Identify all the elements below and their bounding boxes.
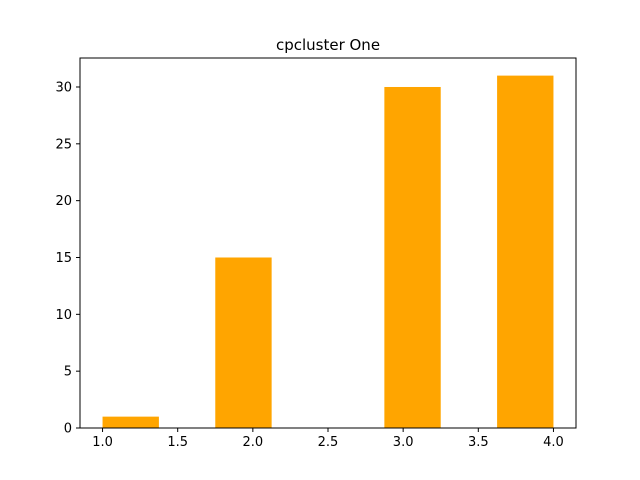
x-tick-label-0: 1.0: [92, 435, 113, 450]
x-tick-label-2: 2.0: [243, 435, 264, 450]
y-tick-label-2: 10: [55, 308, 72, 323]
y-tick-label-5: 25: [55, 137, 72, 152]
bar-4: [497, 75, 554, 428]
y-axis: 0 5 10 15 20 25 30: [55, 80, 80, 437]
x-axis: 1.0 1.5 2.0 2.5 3.0 3.5 4.0: [92, 428, 564, 450]
x-tick-label-1: 1.5: [167, 435, 188, 450]
x-tick-label-5: 3.5: [468, 435, 489, 450]
y-tick-label-4: 20: [55, 194, 72, 209]
y-tick-label-1: 5: [64, 365, 72, 380]
x-tick-label-4: 3.0: [393, 435, 414, 450]
x-tick-label-6: 4.0: [543, 435, 564, 450]
bar-1: [102, 416, 159, 428]
y-tick-label-3: 15: [55, 251, 72, 266]
x-tick-label-3: 2.5: [318, 435, 339, 450]
bar-2: [215, 257, 272, 428]
bar-3: [384, 86, 441, 428]
bars-group: [102, 75, 554, 428]
chart-title: cpcluster One: [276, 36, 380, 54]
y-tick-label-0: 0: [64, 422, 72, 437]
y-tick-label-6: 30: [55, 80, 72, 95]
